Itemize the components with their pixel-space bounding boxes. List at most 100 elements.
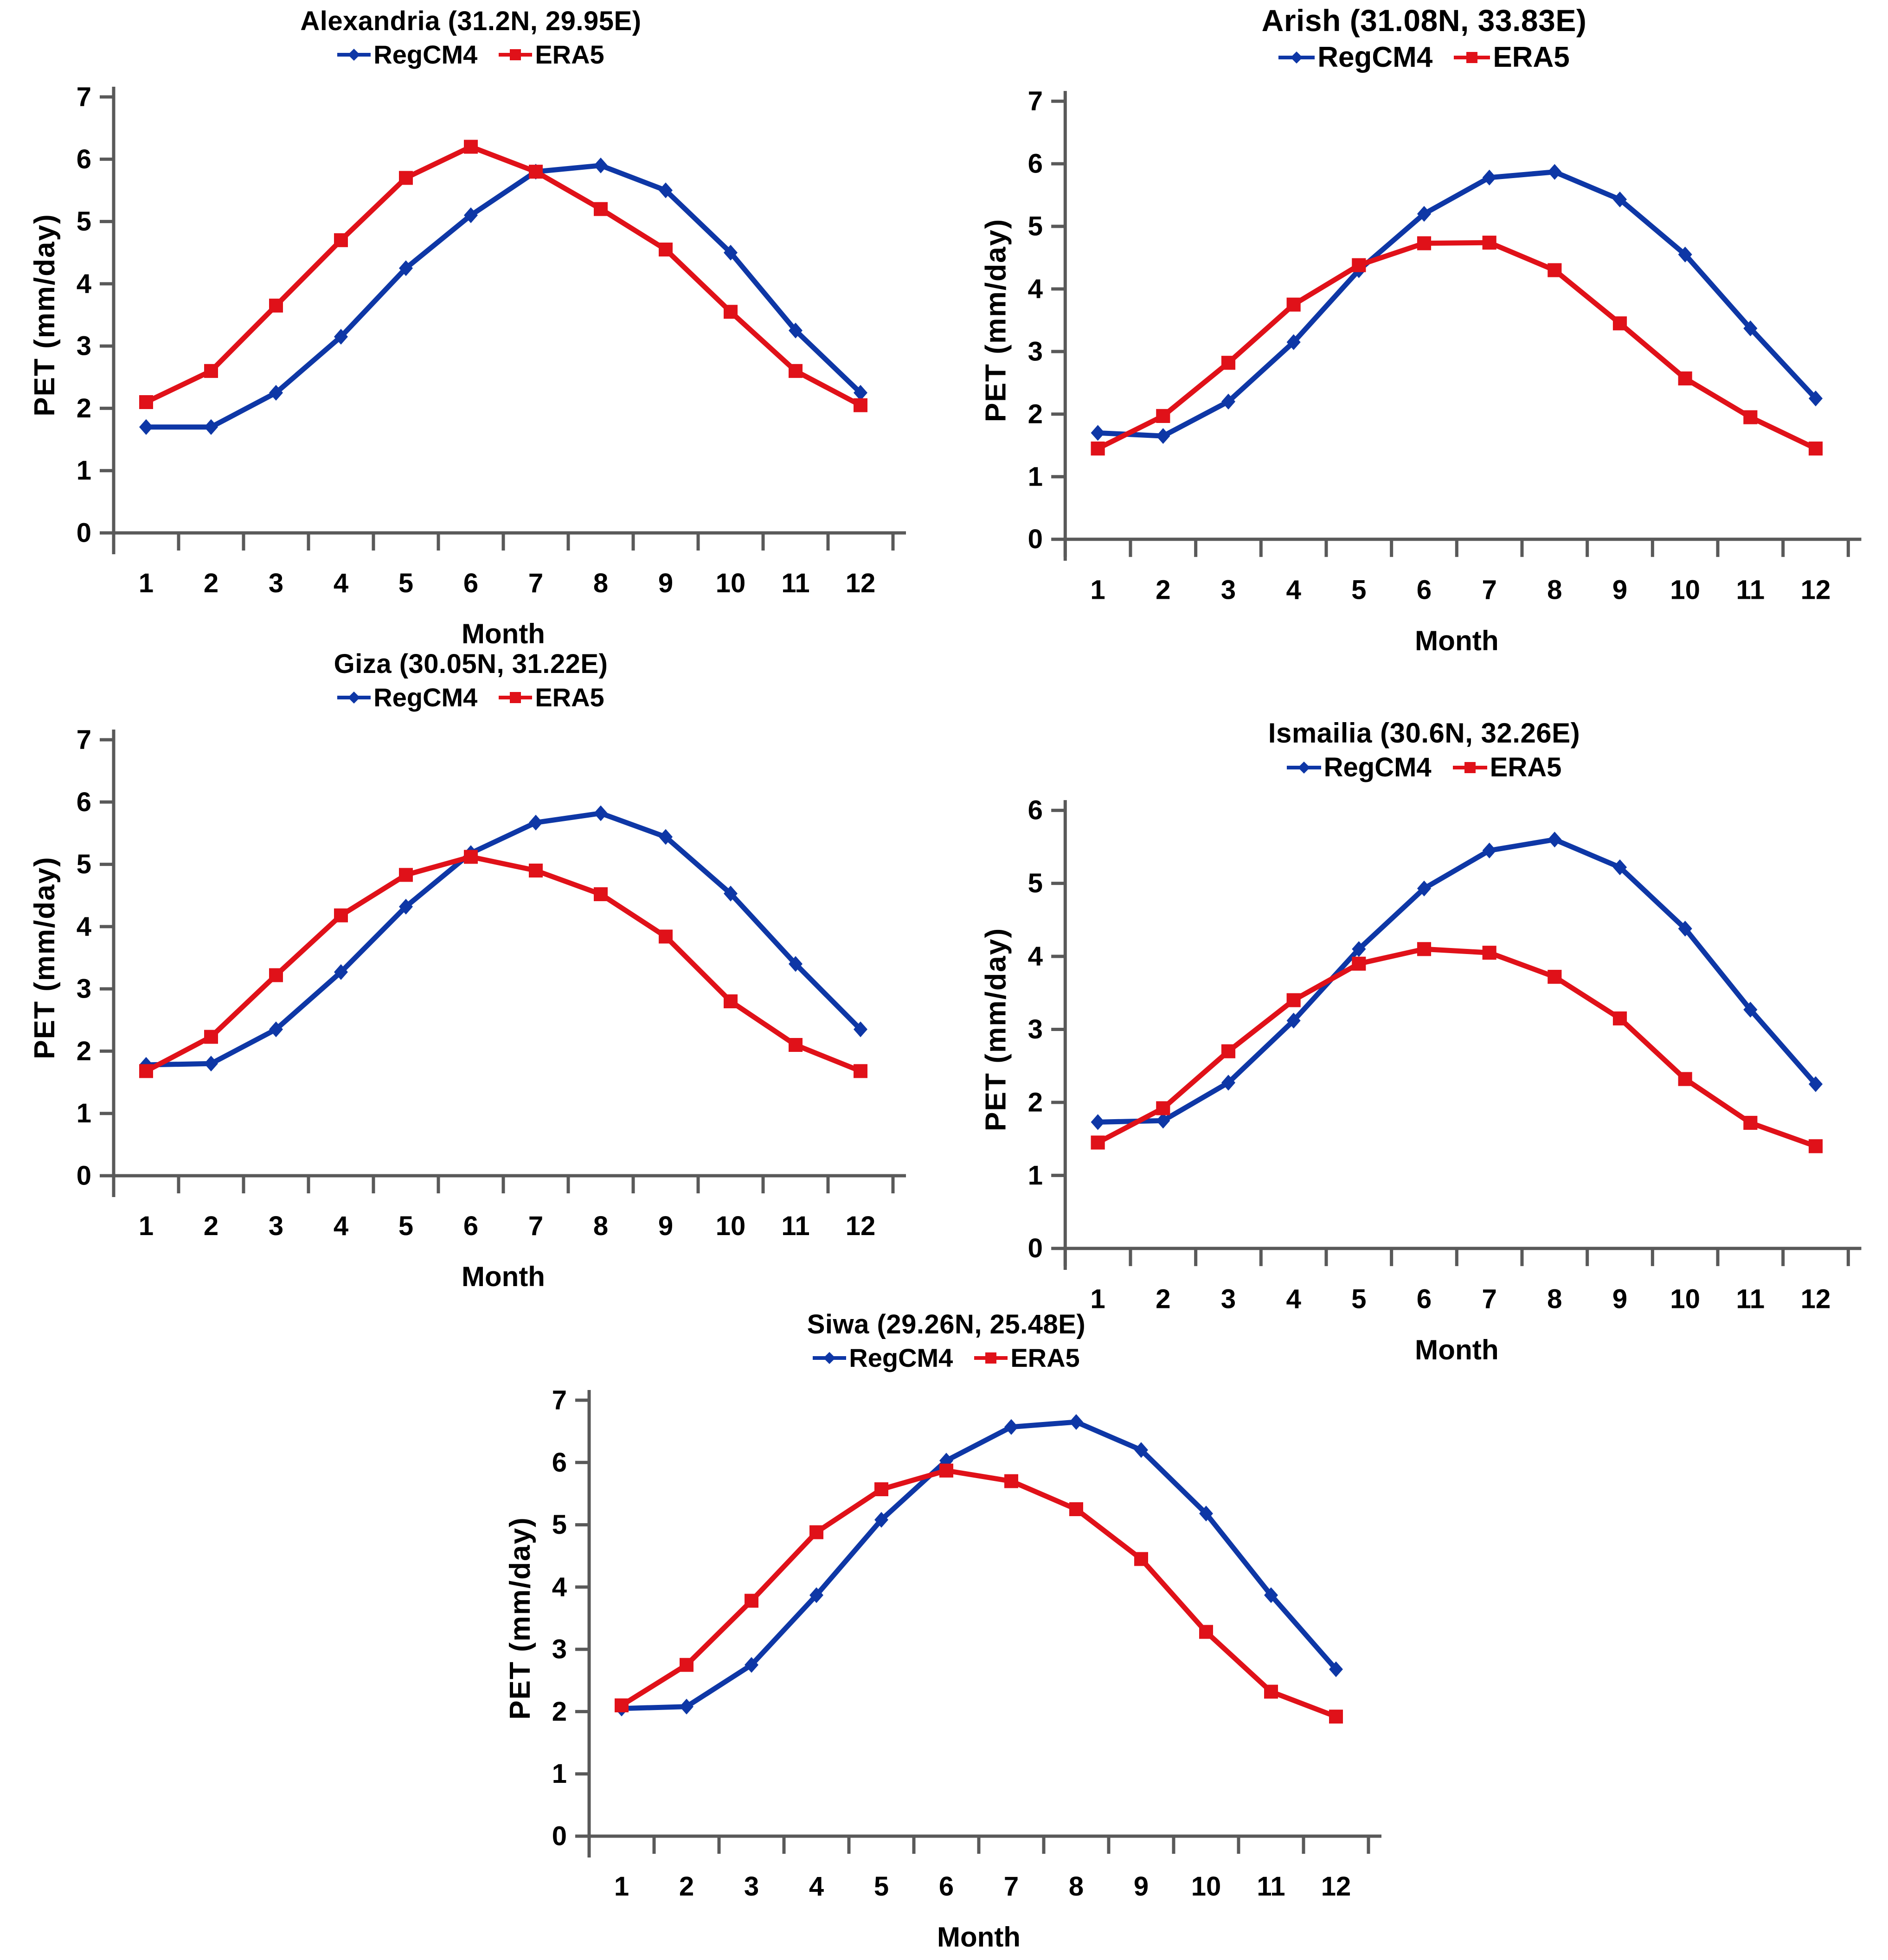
x-tick-label: 8	[1069, 1871, 1084, 1902]
y-tick-label: 6	[552, 1448, 567, 1478]
x-tick-label: 2	[1156, 1284, 1170, 1314]
y-tick-label: 0	[1028, 524, 1043, 554]
chart-title: Giza (30.05N, 31.22E)	[334, 649, 608, 679]
x-axis-title: Month	[937, 1922, 1021, 1953]
x-tick-label: 8	[593, 568, 608, 598]
marker-era5	[854, 1064, 867, 1078]
legend-square-marker	[1466, 51, 1478, 63]
marker-era5	[1548, 970, 1562, 984]
y-tick-label: 2	[1028, 399, 1043, 429]
series-regcm4	[1091, 832, 1823, 1130]
marker-era5	[724, 305, 738, 319]
marker-era5	[1808, 1139, 1823, 1153]
marker-era5	[874, 1482, 888, 1497]
y-tick-label: 4	[552, 1572, 567, 1602]
legend-item-regcm4: RegCM4	[337, 682, 477, 712]
y-tick-label: 4	[77, 911, 91, 942]
y-tick-label: 5	[1028, 211, 1043, 242]
y-tick-label: 7	[1028, 86, 1043, 116]
marker-era5	[1069, 1502, 1083, 1516]
series-era5	[139, 140, 867, 412]
y-tick-label: 0	[77, 518, 91, 548]
y-axis-title: PET (mm/day)	[504, 1517, 536, 1719]
marker-regcm4	[874, 1512, 888, 1528]
marker-era5	[334, 233, 348, 247]
legend-diamond-marker	[348, 691, 360, 704]
marker-regcm4	[1482, 842, 1496, 858]
marker-regcm4	[1808, 1076, 1823, 1092]
y-tick-label: 3	[1028, 1014, 1043, 1044]
marker-regcm4	[204, 1056, 218, 1072]
marker-regcm4	[1808, 391, 1823, 407]
legend-item-era5: ERA5	[1454, 41, 1570, 74]
chart-title: Alexandria (31.2N, 29.95E)	[300, 6, 642, 36]
marker-era5	[854, 398, 867, 412]
x-tick-label: 6	[939, 1871, 954, 1902]
marker-era5	[1091, 1135, 1105, 1150]
marker-regcm4	[1134, 1442, 1148, 1458]
y-tick-label: 5	[77, 206, 91, 237]
x-tick-label: 10	[716, 1211, 746, 1241]
legend-item-era5: ERA5	[1452, 752, 1561, 783]
era5-line-square-icon	[499, 49, 533, 60]
marker-era5	[269, 298, 283, 313]
regcm4-line-diamond-icon	[1278, 51, 1315, 64]
regcm4-line-diamond-icon	[1286, 761, 1321, 774]
y-tick-label: 0	[552, 1821, 567, 1851]
x-tick-label: 7	[528, 568, 543, 598]
marker-era5	[1091, 442, 1105, 456]
marker-regcm4	[269, 384, 283, 401]
regcm4-line-diamond-icon	[813, 1352, 847, 1364]
y-tick-label: 6	[1028, 149, 1043, 179]
x-tick-label: 9	[1134, 1871, 1149, 1902]
marker-era5	[724, 994, 738, 1008]
era5-line-square-icon	[1454, 51, 1490, 63]
x-tick-label: 4	[334, 568, 348, 598]
marker-regcm4	[594, 805, 608, 821]
marker-regcm4	[809, 1587, 823, 1603]
marker-regcm4	[1286, 334, 1301, 350]
marker-era5	[809, 1525, 823, 1539]
series-regcm4	[139, 805, 867, 1073]
marker-era5	[659, 243, 673, 256]
y-tick-label: 7	[552, 1385, 567, 1416]
x-tick-label: 3	[1221, 1284, 1236, 1314]
legend-label-regcm4: RegCM4	[373, 683, 478, 712]
legend-square-marker	[510, 692, 521, 703]
series-line-era5	[619, 1468, 1339, 1719]
y-tick-label: 6	[1028, 795, 1043, 826]
marker-era5	[1286, 993, 1301, 1007]
marker-regcm4	[1264, 1587, 1278, 1603]
x-tick-label: 3	[269, 568, 283, 598]
marker-era5	[1548, 263, 1562, 277]
x-tick-label: 8	[593, 1211, 608, 1241]
chart-alexandria: Alexandria (31.2N, 29.95E) RegCM4 ERA5 0…	[26, 6, 916, 656]
series-line-regcm4	[1095, 169, 1818, 439]
marker-regcm4	[334, 964, 348, 980]
marker-era5	[1352, 258, 1366, 272]
series-regcm4	[615, 1414, 1343, 1717]
chart-title: Siwa (29.26N, 25.48E)	[807, 1309, 1086, 1339]
x-tick-label: 3	[269, 1211, 283, 1241]
marker-regcm4	[724, 244, 738, 261]
x-tick-label: 4	[1286, 1284, 1301, 1314]
marker-era5	[399, 868, 413, 882]
x-tick-label: 7	[528, 1211, 543, 1241]
y-tick-label: 1	[1028, 1160, 1043, 1191]
marker-regcm4	[659, 182, 673, 199]
legend-label-regcm4: RegCM4	[1317, 41, 1433, 73]
marker-era5	[789, 364, 803, 378]
legend-label-era5: ERA5	[535, 683, 604, 712]
series-era5	[139, 850, 867, 1078]
y-tick-label: 5	[77, 849, 91, 879]
y-tick-label: 2	[77, 1036, 91, 1066]
legend-square-marker	[510, 49, 521, 60]
x-tick-label: 4	[809, 1871, 824, 1902]
legend-label-era5: ERA5	[1010, 1343, 1080, 1372]
x-axis-title: Month	[462, 1261, 545, 1292]
era5-line-square-icon	[1452, 762, 1487, 773]
x-tick-label: 11	[1736, 1284, 1765, 1314]
x-tick-label: 11	[1736, 575, 1765, 605]
marker-era5	[529, 165, 543, 179]
